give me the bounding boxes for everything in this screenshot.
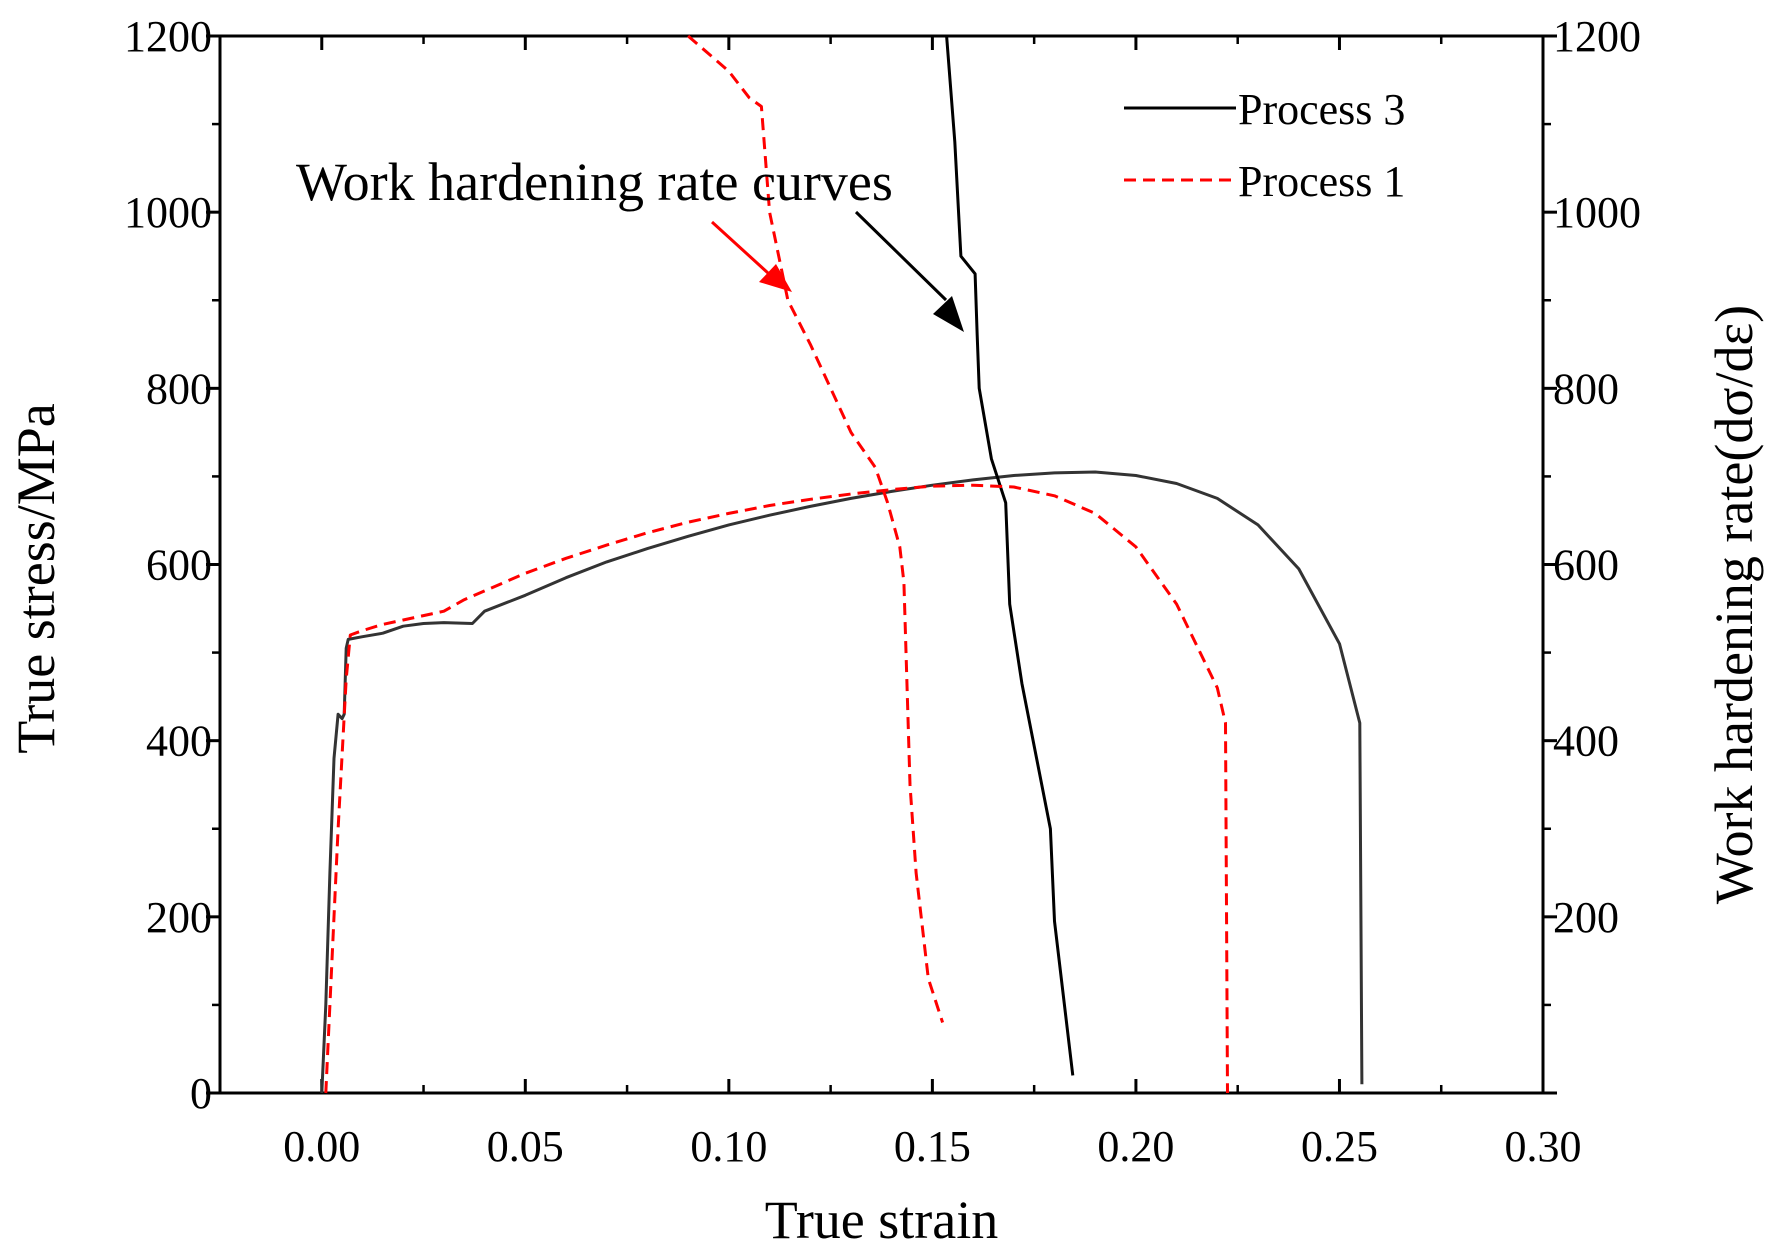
annotation-layer: Work hardening rate curves (296, 152, 964, 332)
annotation-label: Work hardening rate curves (296, 152, 893, 212)
y-right-tick-label: 1000 (1553, 188, 1641, 237)
y-left-tick-label: 600 (146, 541, 212, 590)
x-tick-label: 0.05 (487, 1122, 564, 1171)
y-axis-right-title: Work hardening rate(dσ/dε) (1704, 305, 1764, 904)
x-tick-label: 0.25 (1301, 1122, 1378, 1171)
y-right-tick-label: 200 (1553, 893, 1619, 942)
process-1-hardening-rate-curve (687, 34, 945, 1023)
x-axis-title: True strain (765, 1190, 999, 1250)
legend-label: Process 1 (1238, 157, 1405, 206)
annotation-arrow-black (854, 210, 948, 302)
legend-label: Process 3 (1238, 85, 1405, 134)
annotation-arrowhead-black (933, 296, 964, 332)
y-left-tick-label: 0 (190, 1069, 212, 1118)
x-tick-label: 0.30 (1505, 1122, 1582, 1171)
annotation-arrow-red (710, 220, 770, 275)
annotation-arrowhead-red (759, 264, 792, 292)
y-left-tick-label: 800 (146, 364, 212, 413)
y-left-tick-label: 1000 (124, 188, 212, 237)
y-axis-left-title: True stress/MPa (6, 403, 66, 754)
y-left-tick-label: 200 (146, 893, 212, 942)
x-tick-label: 0.10 (690, 1122, 767, 1171)
labels-layer: True strain True stress/MPa Work hardeni… (6, 305, 1764, 1250)
y-left-tick-label: 400 (146, 717, 212, 766)
y-right-tick-label: 400 (1553, 717, 1619, 766)
y-right-tick-label: 600 (1553, 541, 1619, 590)
x-tick-label: 0.15 (894, 1122, 971, 1171)
process-3-hardening-rate-curve (945, 35, 1075, 1076)
y-right-tick-label: 1200 (1553, 12, 1641, 61)
y-left-tick-label: 1200 (124, 12, 212, 61)
axes-layer: 0.00 0.05 0.10 0.15 0.20 0.25 0.30 0 200 400 600 80… (124, 12, 1641, 1171)
series-layer (320, 34, 1364, 1094)
y-right-tick-label: 800 (1553, 364, 1619, 413)
process-3-stress-curve (320, 470, 1364, 1094)
legend: Process 3 Process 1 (1124, 85, 1405, 206)
process-1-stress-curve (324, 483, 1229, 1094)
x-tick-label: 0.20 (1097, 1122, 1174, 1171)
x-tick-label: 0.00 (283, 1122, 360, 1171)
